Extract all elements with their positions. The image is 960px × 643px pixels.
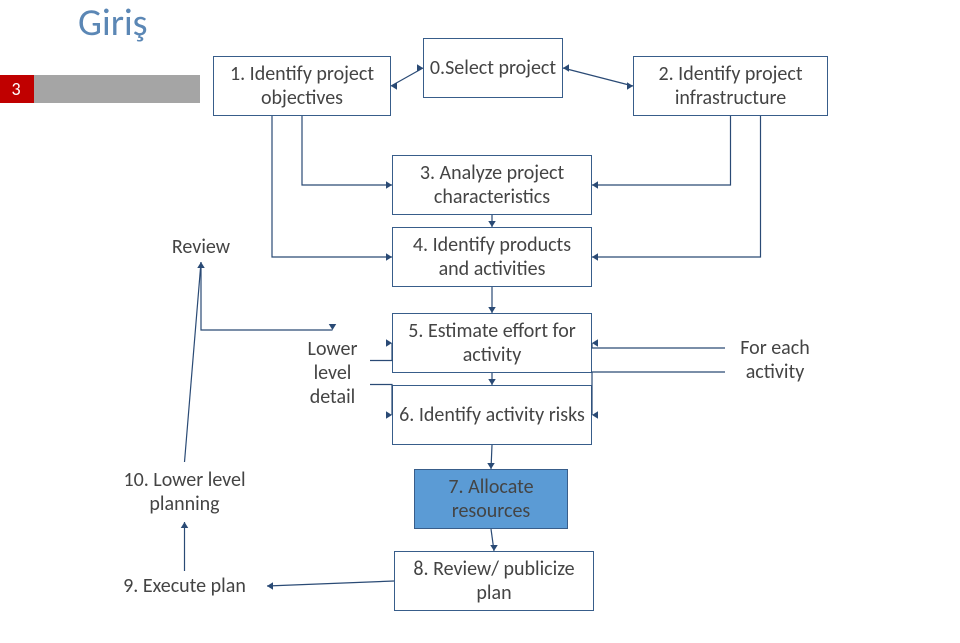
node-execute-plan: 9. Execute plan [102,571,267,601]
page-number: 3 [0,75,34,103]
node-identify-products: 4. Identify products and activities [392,227,592,287]
node-identify-objectives: 1. Identify project objectives [213,56,391,116]
node-review-publicize: 8. Review/ publicize plan [394,551,594,611]
node-lower-level-planning: 10. Lower level planning [102,462,267,522]
label-review: Review [151,232,251,262]
node-allocate-resources: 7. Allocate resources [414,469,568,529]
node-analyze-characteristics: 3. Analyze project characteristics [392,155,592,215]
label-lower-level-detail: Lower level detail [295,330,370,415]
page-title: Giriş [78,0,148,46]
node-select-project: 0.Select project [423,38,563,98]
label-for-each-activity: For each activity [725,330,825,390]
node-estimate-effort: 5. Estimate effort for activity [392,313,592,373]
node-identify-infrastructure: 2. Identify project infrastructure [633,56,828,116]
node-identify-risks: 6. Identify activity risks [392,385,592,445]
